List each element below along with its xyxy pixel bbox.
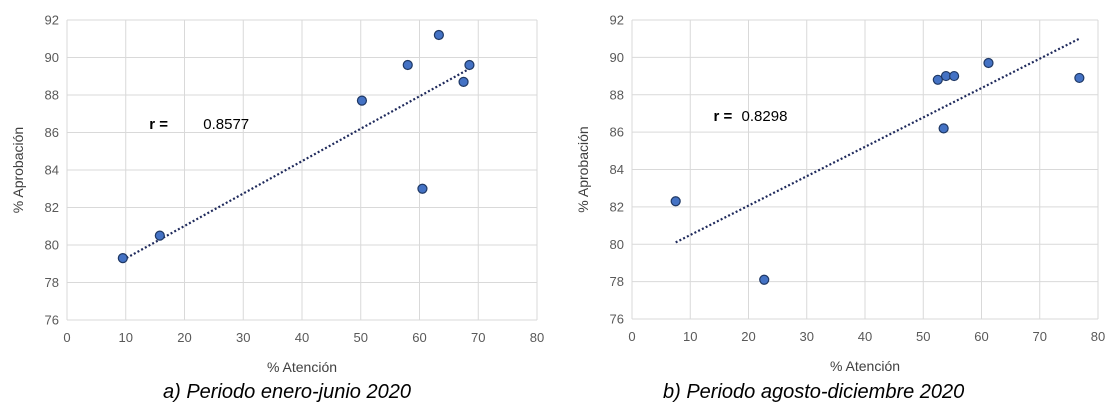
y-tick-label: 84 <box>45 163 59 178</box>
y-tick-label: 88 <box>45 88 59 103</box>
trendline <box>675 37 1080 244</box>
x-tick-label: 40 <box>858 329 872 344</box>
caption-a: a) Periodo enero-junio 2020 <box>163 381 411 403</box>
y-tick-label: 92 <box>610 13 624 28</box>
data-point <box>356 95 368 106</box>
chart-panel-b: 0 10 20 30 40 50 60 70 80 76 78 80 82 84 86 88 90 92 % Ate… <box>553 0 1106 407</box>
data-point <box>433 29 444 41</box>
gridlines <box>66 19 538 321</box>
data-point <box>1074 72 1085 84</box>
correlation-prefix: r = <box>714 108 733 125</box>
y-tick-label: 92 <box>45 13 59 28</box>
x-tick-label: 30 <box>236 330 250 345</box>
scatter-chart-a: 0 10 20 30 40 50 60 70 80 76 78 80 82 84 86 88 90 92 % Ate… <box>10 13 544 376</box>
x-tick-label: 10 <box>683 329 697 344</box>
y-tick-label: 86 <box>610 125 624 140</box>
data-point <box>949 70 960 82</box>
x-tick-label: 70 <box>1033 329 1047 344</box>
data-point <box>464 59 475 71</box>
data-point <box>670 196 681 207</box>
x-tick-label: 80 <box>1091 329 1105 344</box>
y-axis-title: % Aprobación <box>575 126 591 212</box>
data-point <box>932 74 943 85</box>
x-tick-label: 50 <box>354 330 368 345</box>
data-point <box>117 253 128 264</box>
correlation-value: 0.8298 <box>742 108 788 125</box>
data-point <box>154 230 165 241</box>
gridlines <box>631 19 1099 320</box>
x-tick-label: 0 <box>628 329 635 344</box>
x-axis-title: % Atención <box>830 358 900 374</box>
x-tick-label: 30 <box>800 329 814 344</box>
y-tick-label: 84 <box>610 162 624 177</box>
data-point <box>938 123 949 134</box>
correlation-prefix: r = <box>149 116 168 133</box>
scatter-chart-b: 0 10 20 30 40 50 60 70 80 76 78 80 82 84 86 88 90 92 % Ate… <box>575 13 1105 375</box>
data-point <box>402 59 413 71</box>
x-tick-label: 20 <box>177 330 191 345</box>
y-tick-label: 90 <box>610 50 624 65</box>
x-axis-title: % Atención <box>267 359 337 375</box>
y-tick-label: 90 <box>45 50 59 65</box>
data-point <box>417 183 428 194</box>
x-tick-label: 60 <box>412 330 426 345</box>
y-tick-label: 86 <box>45 125 59 140</box>
y-tick-label: 80 <box>45 238 59 253</box>
y-tick-label: 82 <box>610 199 624 214</box>
correlation-annotation: r = 0.8298 <box>714 108 788 125</box>
y-axis-title: % Aprobación <box>10 127 26 213</box>
correlation-value: 0.8577 <box>203 116 249 133</box>
x-tick-label: 0 <box>63 330 70 345</box>
x-tick-label: 50 <box>916 329 930 344</box>
y-tick-label: 78 <box>610 274 624 289</box>
y-tick-label: 76 <box>45 313 59 328</box>
data-point <box>759 274 770 285</box>
caption-b: b) Periodo agosto-diciembre 2020 <box>663 381 965 403</box>
x-tick-label: 70 <box>471 330 485 345</box>
y-tick-label: 76 <box>610 312 624 327</box>
trendline <box>122 67 470 261</box>
correlation-annotation: r = 0.8577 <box>149 116 249 133</box>
x-tick-label: 40 <box>295 330 309 345</box>
y-tick-label: 88 <box>610 87 624 102</box>
x-tick-label: 60 <box>974 329 988 344</box>
chart-panel-a: 0 10 20 30 40 50 60 70 80 76 78 80 82 84 86 88 90 92 % Ate… <box>10 13 544 404</box>
x-tick-label: 80 <box>530 330 544 345</box>
x-tick-label: 10 <box>119 330 133 345</box>
data-point <box>983 57 994 69</box>
y-tick-label: 78 <box>45 275 59 290</box>
y-tick-label: 80 <box>610 237 624 252</box>
x-tick-label: 20 <box>741 329 755 344</box>
y-tick-label: 82 <box>45 200 59 215</box>
data-point <box>458 76 469 87</box>
